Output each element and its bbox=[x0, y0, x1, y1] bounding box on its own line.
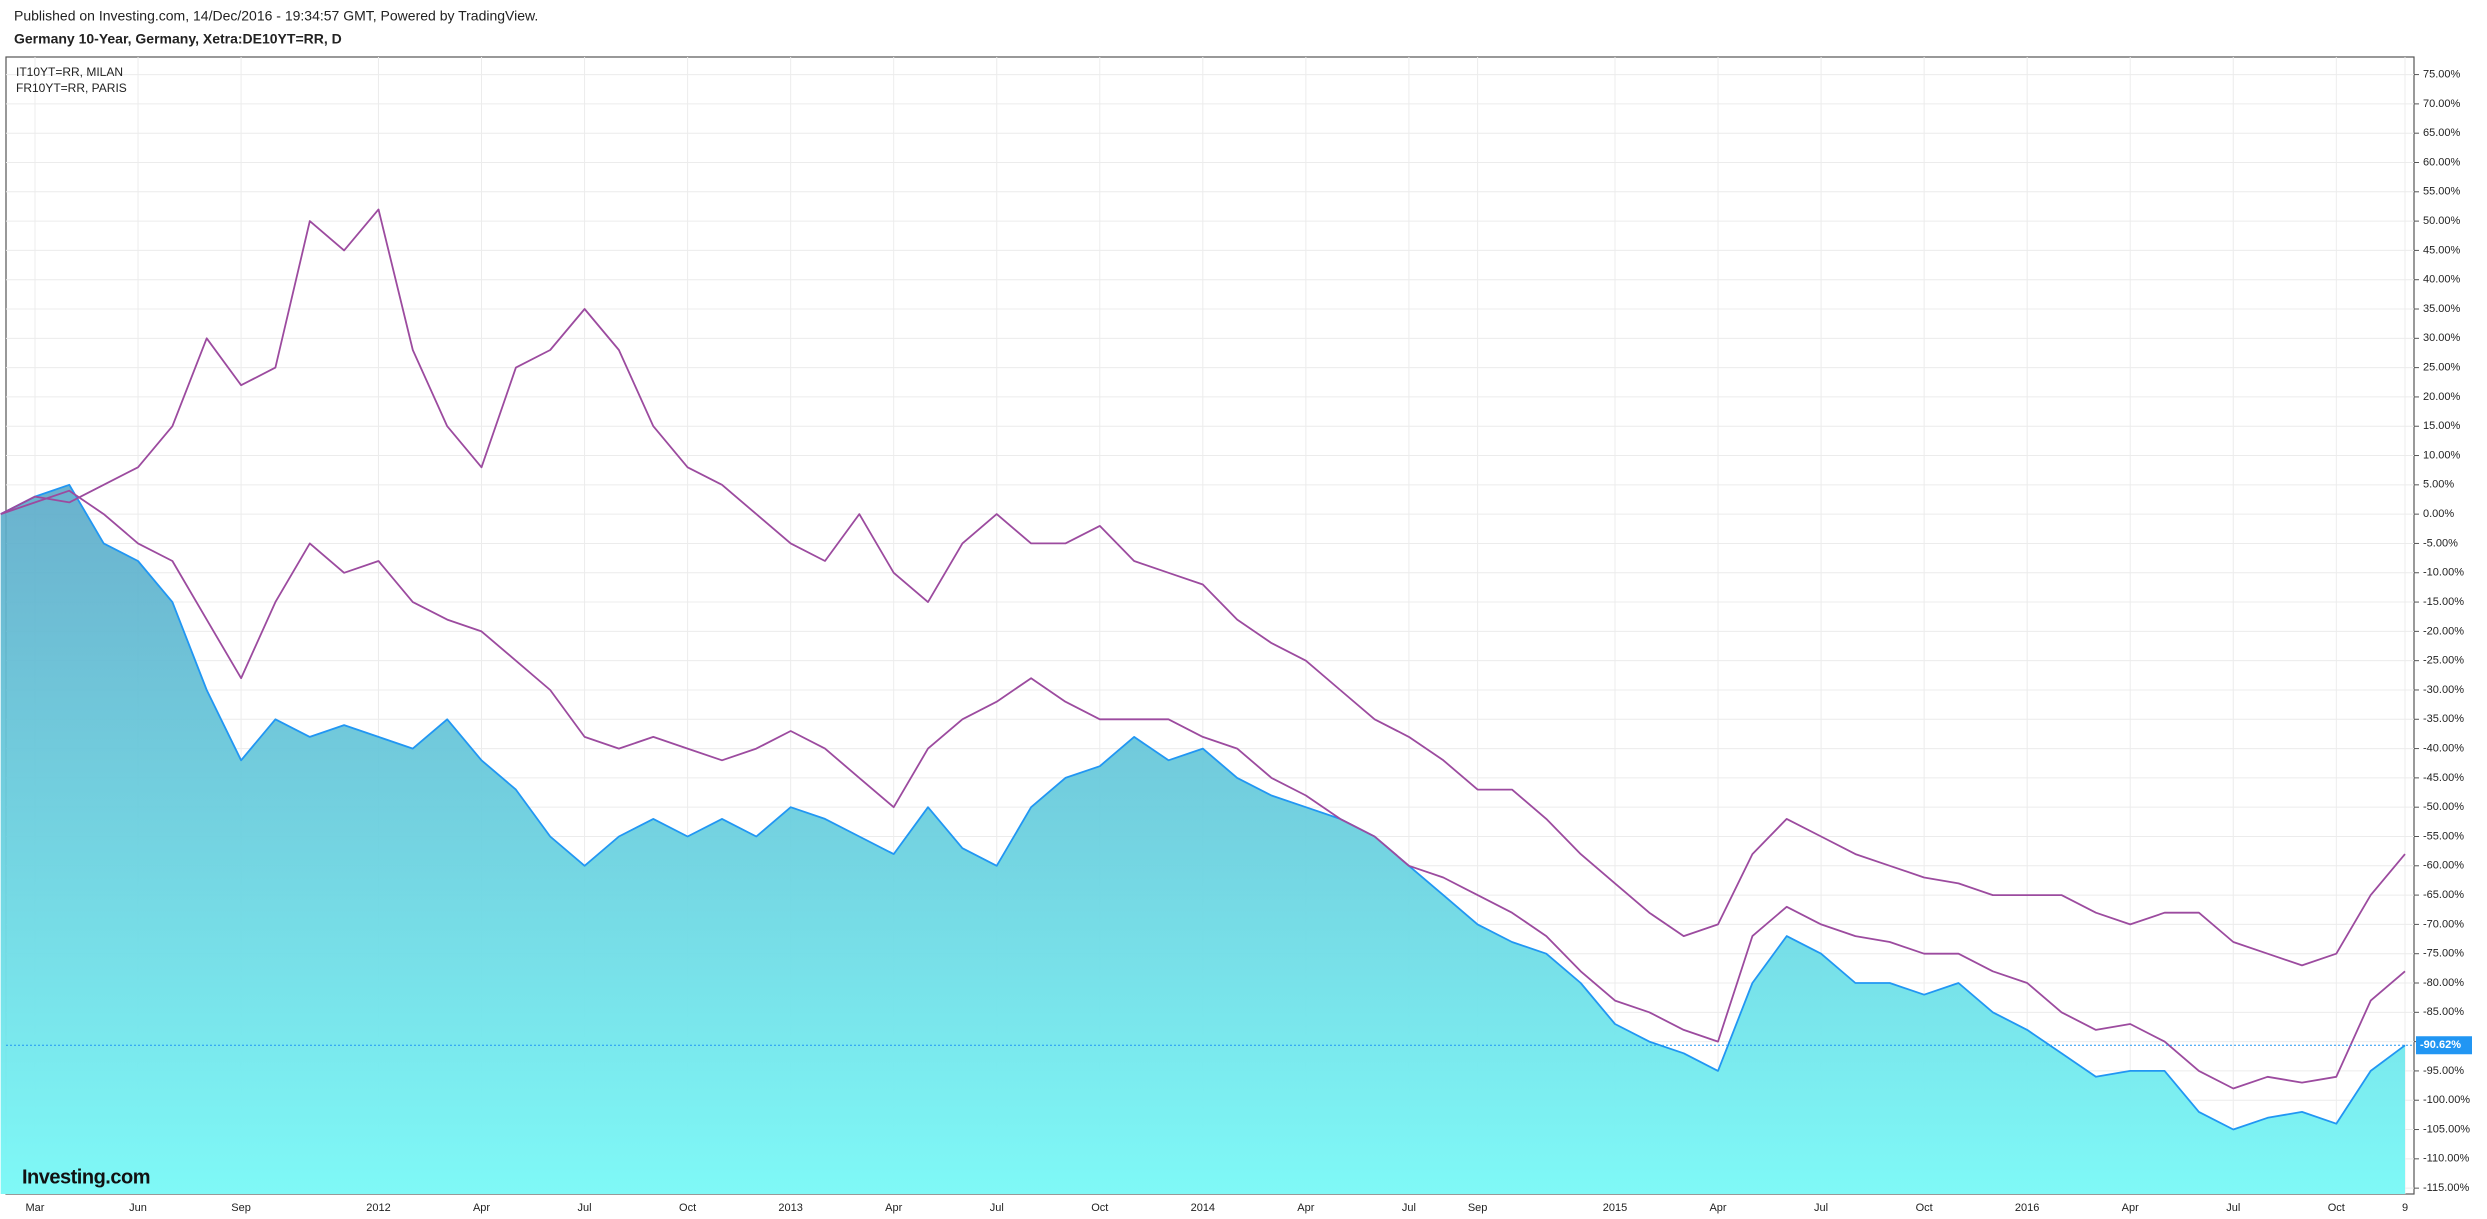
x-tick-label: Mar bbox=[26, 1202, 45, 1214]
y-tick-label: -105.00% bbox=[2423, 1123, 2470, 1135]
x-tick-label: 2014 bbox=[1191, 1202, 1215, 1214]
y-tick-label: 35.00% bbox=[2423, 303, 2461, 315]
y-tick-label: 75.00% bbox=[2423, 68, 2461, 80]
y-tick-label: 20.00% bbox=[2423, 391, 2461, 403]
x-tick-label: Jun bbox=[129, 1202, 147, 1214]
x-tick-label: Oct bbox=[1091, 1202, 1108, 1214]
x-tick-label: Sep bbox=[1468, 1202, 1488, 1214]
last-value-label: -90.62% bbox=[2420, 1039, 2461, 1051]
x-tick-label: 9 bbox=[2402, 1202, 2408, 1214]
y-tick-label: -70.00% bbox=[2423, 918, 2464, 930]
y-tick-label: -115.00% bbox=[2423, 1182, 2469, 1194]
line bbox=[0, 483, 2406, 1131]
x-tick-label: Oct bbox=[2328, 1202, 2345, 1214]
chart-title: Germany 10-Year, Germany, Xetra:DE10YT=R… bbox=[14, 31, 342, 47]
y-tick-label: 30.00% bbox=[2423, 332, 2461, 344]
y-tick-label: -75.00% bbox=[2423, 948, 2464, 960]
y-tick-label: 40.00% bbox=[2423, 274, 2461, 286]
x-tick-label: 2013 bbox=[778, 1202, 802, 1214]
x-tick-label: Apr bbox=[1297, 1202, 1314, 1214]
line bbox=[0, 489, 2406, 1090]
x-tick-label: Jul bbox=[2226, 1202, 2240, 1214]
y-tick-label: -100.00% bbox=[2423, 1094, 2470, 1106]
legend-entry: IT10YT=RR, MILAN bbox=[16, 65, 123, 79]
y-tick-label: 65.00% bbox=[2423, 127, 2461, 139]
x-tick-label: Apr bbox=[2122, 1202, 2139, 1214]
y-tick-label: -65.00% bbox=[2423, 889, 2464, 901]
x-tick-label: Jul bbox=[578, 1202, 592, 1214]
y-tick-label: -50.00% bbox=[2423, 801, 2464, 813]
header: Published on Investing.com, 14/Dec/2016 … bbox=[14, 8, 538, 24]
y-tick-label: -15.00% bbox=[2423, 596, 2464, 608]
y-tick-label: -25.00% bbox=[2423, 655, 2464, 667]
y-tick-label: 60.00% bbox=[2423, 156, 2461, 168]
y-tick-label: 15.00% bbox=[2423, 420, 2461, 432]
y-tick-label: -85.00% bbox=[2423, 1006, 2464, 1018]
x-tick-label: Jul bbox=[990, 1202, 1004, 1214]
y-tick-label: 55.00% bbox=[2423, 186, 2461, 198]
x-tick-label: Oct bbox=[1916, 1202, 1933, 1214]
x-tick-label: Apr bbox=[885, 1202, 902, 1214]
y-tick-label: -45.00% bbox=[2423, 772, 2464, 784]
y-tick-label: -10.00% bbox=[2423, 567, 2464, 579]
y-tick-label: -35.00% bbox=[2423, 713, 2464, 725]
y-tick-label: 70.00% bbox=[2423, 98, 2461, 110]
y-tick-label: -55.00% bbox=[2423, 830, 2464, 842]
y-tick-label: -5.00% bbox=[2423, 537, 2458, 549]
y-tick-label: 45.00% bbox=[2423, 244, 2461, 256]
y-tick-label: 0.00% bbox=[2423, 508, 2454, 520]
line bbox=[0, 208, 2406, 967]
y-tick-label: 50.00% bbox=[2423, 215, 2461, 227]
y-tick-label: -40.00% bbox=[2423, 742, 2464, 754]
y-tick-label: -30.00% bbox=[2423, 684, 2464, 696]
x-tick-label: 2016 bbox=[2015, 1202, 2039, 1214]
x-tick-label: Apr bbox=[473, 1202, 490, 1214]
y-tick-label: -60.00% bbox=[2423, 860, 2464, 872]
x-tick-label: 2015 bbox=[1603, 1202, 1627, 1214]
x-tick-label: 2012 bbox=[366, 1202, 390, 1214]
x-tick-label: Jul bbox=[1814, 1202, 1828, 1214]
legend-entry: FR10YT=RR, PARIS bbox=[16, 81, 127, 95]
x-tick-label: Oct bbox=[679, 1202, 696, 1214]
y-tick-label: 5.00% bbox=[2423, 479, 2454, 491]
x-tick-label: Apr bbox=[1709, 1202, 1726, 1214]
last-value-box bbox=[2416, 1036, 2472, 1055]
y-tick-label: -80.00% bbox=[2423, 977, 2464, 989]
y-tick-label: -20.00% bbox=[2423, 625, 2464, 637]
y-tick-label: 25.00% bbox=[2423, 362, 2461, 374]
x-tick-label: Jul bbox=[1402, 1202, 1416, 1214]
logo: Investing.com bbox=[22, 1166, 150, 1188]
x-tick-label: Sep bbox=[231, 1202, 251, 1214]
y-tick-label: 10.00% bbox=[2423, 449, 2461, 461]
y-tick-label: -110.00% bbox=[2423, 1153, 2469, 1165]
y-tick-label: -95.00% bbox=[2423, 1065, 2464, 1077]
area bbox=[0, 484, 2406, 1194]
